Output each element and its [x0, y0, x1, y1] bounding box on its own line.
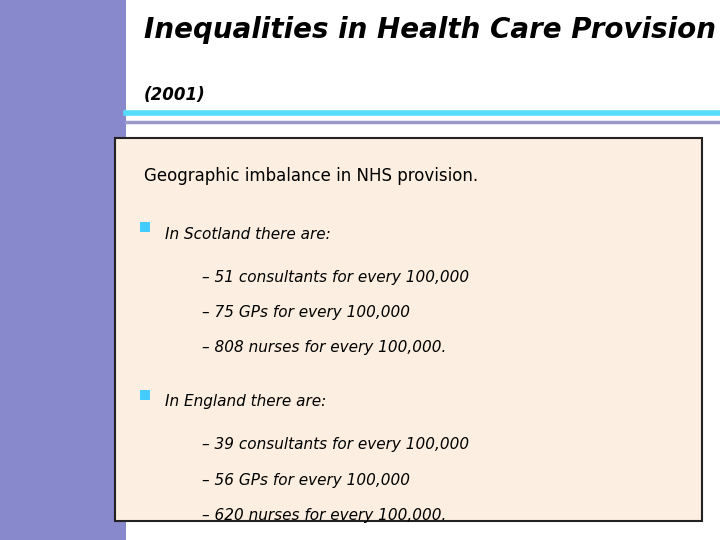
Text: – 620 nurses for every 100,000.: – 620 nurses for every 100,000. — [202, 508, 446, 523]
Text: (2001): (2001) — [144, 86, 206, 104]
Bar — [0, 0, 126, 540]
Bar — [140, 390, 150, 400]
Bar — [140, 222, 150, 232]
Text: – 51 consultants for every 100,000: – 51 consultants for every 100,000 — [202, 270, 469, 285]
Text: – 75 GPs for every 100,000: – 75 GPs for every 100,000 — [202, 305, 410, 320]
Text: – 56 GPs for every 100,000: – 56 GPs for every 100,000 — [202, 472, 410, 488]
Text: Inequalities in Health Care Provision: Inequalities in Health Care Provision — [144, 16, 716, 44]
Text: Geographic imbalance in NHS provision.: Geographic imbalance in NHS provision. — [144, 167, 478, 185]
Bar — [126, 0, 720, 113]
Text: – 808 nurses for every 100,000.: – 808 nurses for every 100,000. — [202, 340, 446, 355]
FancyBboxPatch shape — [115, 138, 702, 521]
Text: In England there are:: In England there are: — [164, 394, 325, 409]
Text: In Scotland there are:: In Scotland there are: — [164, 227, 330, 242]
Text: – 39 consultants for every 100,000: – 39 consultants for every 100,000 — [202, 437, 469, 453]
